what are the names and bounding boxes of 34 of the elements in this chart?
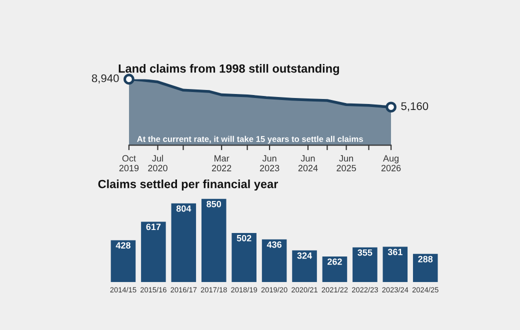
data-label: 8,940 bbox=[92, 74, 119, 84]
data-label: 288 bbox=[418, 256, 433, 262]
x-tick-label: Jun 2023 bbox=[260, 155, 280, 172]
x-tick-label: Mar 2022 bbox=[212, 155, 232, 172]
bar bbox=[382, 246, 408, 282]
x-tick-label: Aug 2026 bbox=[381, 155, 401, 172]
bar bbox=[171, 203, 196, 282]
bar bbox=[322, 256, 348, 282]
annotation: At the current rate, it will take 15 years to settle all claims bbox=[137, 136, 363, 144]
x-tick-label: Jul 2020 bbox=[148, 154, 168, 172]
bar bbox=[262, 239, 287, 282]
data-label: 355 bbox=[358, 249, 372, 256]
data-label: 850 bbox=[206, 200, 222, 208]
data-label: 502 bbox=[236, 234, 252, 242]
bar bbox=[110, 240, 136, 282]
data-label: 428 bbox=[116, 242, 130, 249]
data-label: 324 bbox=[297, 252, 312, 259]
data-label: 361 bbox=[388, 248, 402, 256]
bar bbox=[232, 232, 256, 282]
data-label: 262 bbox=[328, 258, 342, 265]
data-label: 804 bbox=[176, 205, 192, 212]
bar bbox=[352, 247, 378, 282]
chart-title: Land claims from 1998 still outstanding bbox=[118, 64, 339, 76]
bar bbox=[141, 222, 166, 282]
bar bbox=[292, 250, 317, 282]
x-tick-label: Jun 2025 bbox=[336, 155, 356, 172]
x-tick-label: Jun 2024 bbox=[298, 155, 318, 172]
x-tick-label: Oct 2019 bbox=[119, 155, 139, 172]
data-label: 436 bbox=[266, 241, 282, 248]
bar bbox=[412, 254, 438, 282]
data-label: 5,160 bbox=[401, 102, 428, 112]
chart-title: Claims settled per financial year bbox=[98, 180, 278, 191]
data-label: 617 bbox=[146, 224, 161, 230]
bar bbox=[201, 198, 226, 282]
